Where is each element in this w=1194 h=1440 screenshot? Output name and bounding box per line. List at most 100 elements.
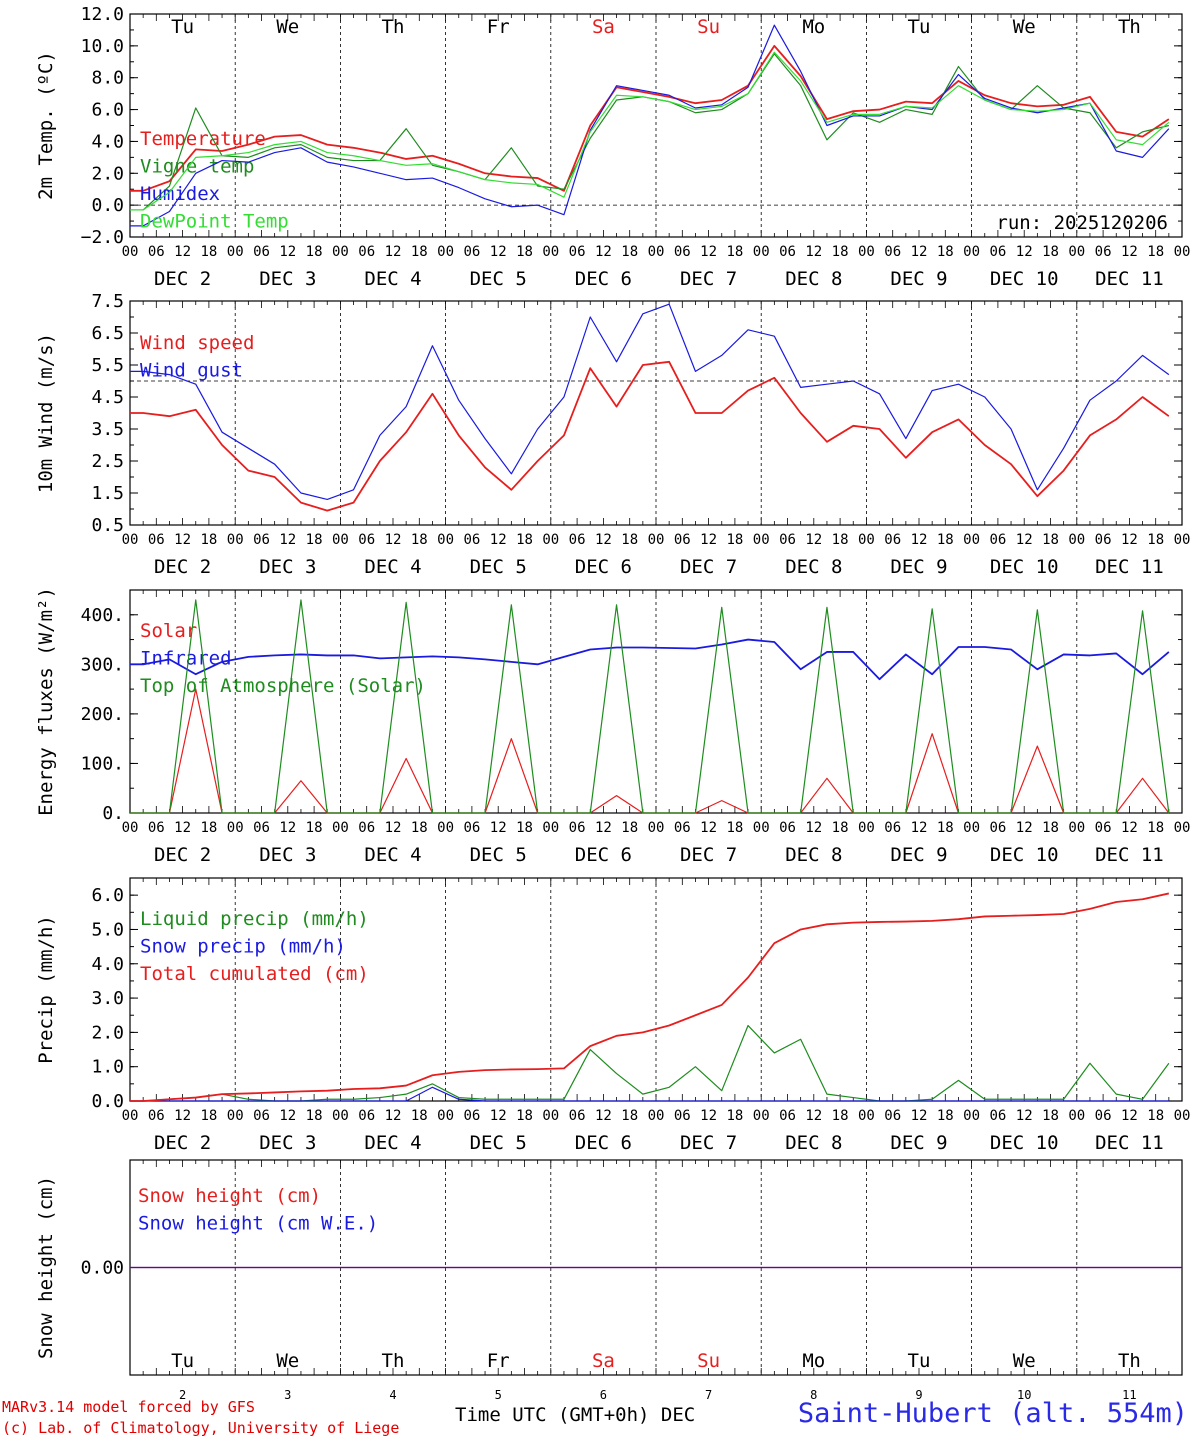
hour-tick-label: 12 xyxy=(700,820,717,836)
y-axis-label: Energy fluxes (W/m²) xyxy=(35,587,57,816)
hour-tick-label: 06 xyxy=(569,820,586,836)
hour-tick-label: 00 xyxy=(122,532,139,548)
y-tick-label: 400. xyxy=(81,605,124,626)
y-tick-label: 0.5 xyxy=(91,515,124,536)
y-tick-label: 6.0 xyxy=(91,100,124,121)
series-line-infrared xyxy=(130,638,1170,681)
hour-tick-label: 12 xyxy=(805,244,822,260)
hour-tick-label: 18 xyxy=(411,820,428,836)
hour-tick-label: 06 xyxy=(358,1108,375,1124)
day-label-we: We xyxy=(276,16,299,38)
hour-tick-label: 06 xyxy=(358,820,375,836)
hour-tick-label: 06 xyxy=(253,820,270,836)
hour-tick-label: 18 xyxy=(306,820,323,836)
hour-tick-label: 06 xyxy=(148,532,165,548)
day-label-th: Th xyxy=(1118,1350,1141,1372)
hour-tick-label: 12 xyxy=(385,532,402,548)
hour-tick-label: 18 xyxy=(306,1108,323,1124)
hour-tick-label: 12 xyxy=(279,244,296,260)
y-tick-label: 0.0 xyxy=(91,1091,124,1112)
hour-tick-label: 06 xyxy=(674,1108,691,1124)
hour-tick-label: 06 xyxy=(358,532,375,548)
hour-tick-label: 06 xyxy=(1095,244,1112,260)
hour-tick-label: 06 xyxy=(779,532,796,548)
hour-tick-label: 12 xyxy=(595,244,612,260)
legend-top-of-atmosphere-solar-: Top of Atmosphere (Solar) xyxy=(140,675,426,697)
hour-tick-label: 18 xyxy=(621,532,638,548)
y-axis-label: 2m Temp. (ºC) xyxy=(35,51,57,200)
date-label: DEC 5 xyxy=(470,844,527,866)
hour-tick-label: 18 xyxy=(1042,532,1059,548)
hour-tick-label: 00 xyxy=(648,820,665,836)
date-label: DEC 8 xyxy=(785,268,842,290)
hour-tick-label: 06 xyxy=(463,244,480,260)
y-tick-label: 5.5 xyxy=(91,355,124,376)
day-label-su: Su xyxy=(697,1350,720,1372)
day-label-mo: Mo xyxy=(802,16,825,38)
date-label: DEC 2 xyxy=(154,1132,211,1154)
date-label: DEC 2 xyxy=(154,556,211,578)
panel-temperature: −2.0 0.0 2.0 4.0 6.0 8.0 10.0 12.0 2m Temp. (ºC)… xyxy=(35,4,1190,290)
hour-tick-label: 18 xyxy=(1042,1108,1059,1124)
y-tick-label: 12.0 xyxy=(81,4,124,25)
hour-tick-label: 06 xyxy=(884,820,901,836)
hour-tick-label: 00 xyxy=(332,244,349,260)
date-label: DEC 3 xyxy=(259,556,316,578)
legend-vigne-temp: Vigne temp xyxy=(140,156,254,178)
day-label-fr: Fr xyxy=(487,16,510,38)
date-label: DEC 6 xyxy=(575,844,632,866)
hour-tick-label: 00 xyxy=(332,1108,349,1124)
date-label: DEC 9 xyxy=(890,1132,947,1154)
date-label: DEC 2 xyxy=(154,268,211,290)
legend-liquid-precip-mm-h-: Liquid precip (mm/h) xyxy=(140,908,369,930)
hour-tick-label: 12 xyxy=(385,820,402,836)
date-label: DEC 10 xyxy=(990,844,1059,866)
hour-tick-label: 06 xyxy=(1095,1108,1112,1124)
hour-tick-label: 12 xyxy=(279,820,296,836)
hour-tick-label: 18 xyxy=(200,532,217,548)
panel-precip: 0.0 1.0 2.0 3.0 4.0 5.0 6.0 Precip (mm/h) Liquid… xyxy=(35,877,1190,1154)
y-tick-label: 300. xyxy=(81,654,124,675)
hour-tick-label: 12 xyxy=(174,820,191,836)
day-number: 10 xyxy=(1017,1388,1031,1402)
series-line-temperature xyxy=(130,44,1170,192)
hour-tick-label: 18 xyxy=(516,532,533,548)
hour-tick-label: 18 xyxy=(726,532,743,548)
y-tick-label: 1.0 xyxy=(91,1057,124,1078)
hour-tick-label: 06 xyxy=(884,1108,901,1124)
hour-tick-label: 12 xyxy=(805,1108,822,1124)
series-line-total-cumulated-cm- xyxy=(130,892,1170,1102)
hour-tick-label: 18 xyxy=(411,1108,428,1124)
series-line-dewpoint-temp xyxy=(130,51,1170,211)
hour-tick-label: 00 xyxy=(437,244,454,260)
hour-tick-label: 06 xyxy=(253,244,270,260)
legend-snow-precip-mm-h-: Snow precip (mm/h) xyxy=(140,936,346,958)
hour-tick-label: 00 xyxy=(753,244,770,260)
hour-tick-label: 12 xyxy=(490,244,507,260)
hour-tick-label: 06 xyxy=(674,532,691,548)
y-tick-label: 6.0 xyxy=(91,885,124,906)
hour-tick-label: 12 xyxy=(595,820,612,836)
hour-tick-label: 18 xyxy=(411,532,428,548)
date-label: DEC 7 xyxy=(680,268,737,290)
hour-tick-label: 18 xyxy=(200,244,217,260)
hour-tick-label: 12 xyxy=(805,820,822,836)
hour-tick-label: 00 xyxy=(753,820,770,836)
y-tick-label: 2.5 xyxy=(91,451,124,472)
hour-tick-label: 18 xyxy=(1147,244,1164,260)
hour-tick-label: 06 xyxy=(148,820,165,836)
hour-tick-label: 06 xyxy=(148,1108,165,1124)
date-label: DEC 10 xyxy=(990,1132,1059,1154)
date-label: DEC 9 xyxy=(890,844,947,866)
hour-tick-label: 06 xyxy=(463,1108,480,1124)
hour-tick-label: 00 xyxy=(858,1108,875,1124)
y-tick-label: 0.0 xyxy=(91,195,124,216)
hour-tick-label: 00 xyxy=(332,532,349,548)
hour-tick-label: 12 xyxy=(700,244,717,260)
day-label-we: We xyxy=(276,1350,299,1372)
date-label: DEC 7 xyxy=(680,556,737,578)
series-line-vigne-temp xyxy=(130,53,1169,211)
hour-tick-label: 06 xyxy=(779,1108,796,1124)
panel-frame xyxy=(129,300,1183,526)
date-label: DEC 5 xyxy=(470,1132,527,1154)
